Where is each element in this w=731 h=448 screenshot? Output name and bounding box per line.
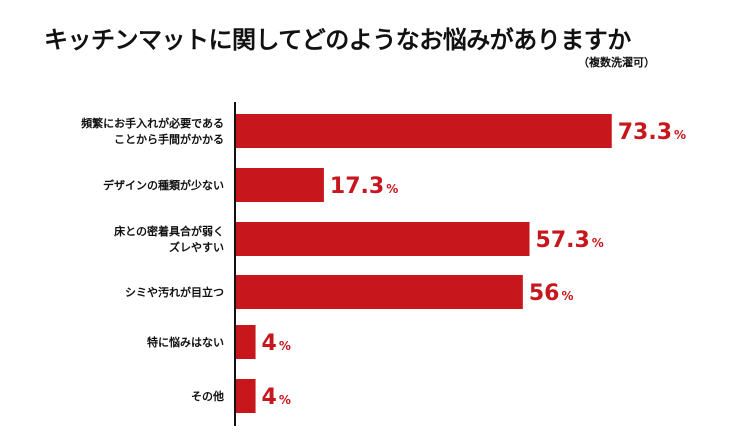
category-label-1: 頻繁にお手入れが必要であることから手間がかかる <box>81 116 224 146</box>
category-label-6: その他 <box>191 389 224 403</box>
category-label-4: シミや汚れが目立つ <box>125 285 224 299</box>
category-label-3: 床との密着具合が弱くズレやすい <box>114 224 224 254</box>
data-label-4: 56% <box>529 281 574 306</box>
chart-subtitle: （複数洗濯可） <box>578 56 655 69</box>
category-label-2: デザインの種類が少ない <box>103 178 224 192</box>
bar-2 <box>235 168 324 202</box>
category-label-5: 特に悩みはない <box>147 335 224 349</box>
bar-3 <box>235 222 530 256</box>
bar-6 <box>235 379 256 413</box>
data-label-3: 57.3% <box>536 228 604 253</box>
data-label-6: 4% <box>262 385 291 410</box>
bar-1 <box>235 114 612 148</box>
data-label-5: 4% <box>262 331 291 356</box>
chart-title: キッチンマットに関してどのようなお悩みがありますか <box>44 26 631 54</box>
data-label-1: 73.3% <box>618 120 686 145</box>
data-label-2: 17.3% <box>330 174 398 199</box>
bar-4 <box>235 275 523 309</box>
bar-5 <box>235 325 256 359</box>
